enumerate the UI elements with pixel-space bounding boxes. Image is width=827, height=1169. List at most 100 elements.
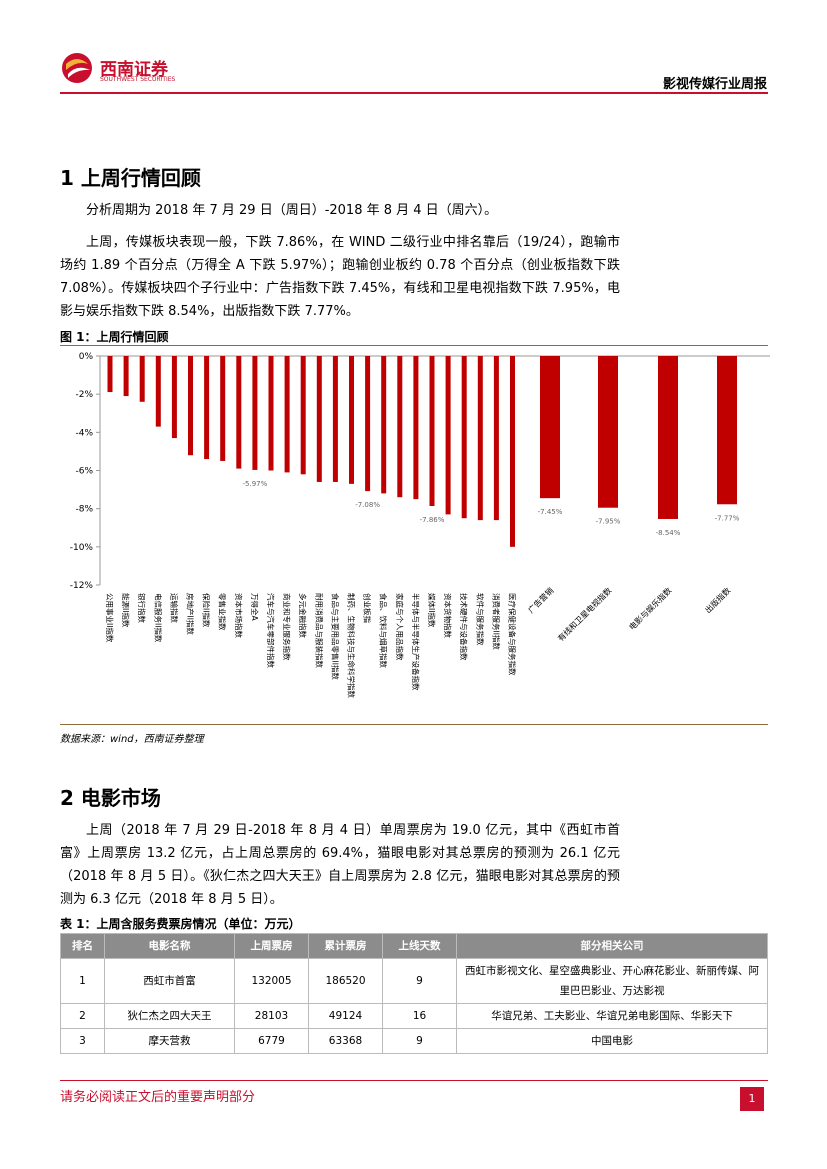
x-tick-label: 电信服务II指数 — [153, 593, 163, 643]
bar — [316, 356, 322, 482]
bar — [413, 356, 419, 500]
table-cell: 49124 — [308, 1003, 383, 1029]
table-cell: 摩天营救 — [104, 1028, 235, 1054]
x-tick-label: 制药、生物科技与生命科学指数 — [347, 593, 357, 698]
bar — [493, 356, 499, 521]
x-tick-label: 耐用消费品与服装指数 — [314, 593, 324, 668]
figure-rule — [60, 724, 768, 725]
x-tick-label: 资本市场指数 — [234, 593, 244, 638]
bar — [332, 356, 338, 482]
data-label: -7.45% — [538, 508, 563, 516]
table-cell: 186520 — [308, 958, 383, 1004]
bar — [445, 356, 451, 515]
bar — [540, 356, 560, 499]
x-tick-label: 资本货物指数 — [443, 593, 453, 638]
bar — [598, 356, 618, 508]
bar — [381, 356, 387, 494]
bar — [123, 356, 129, 397]
section-title: 2 电影市场 — [60, 786, 161, 810]
header-cell: 上周票房 — [234, 933, 309, 959]
bar — [365, 356, 371, 492]
table-cell: 132005 — [234, 958, 309, 1004]
bar — [188, 356, 193, 456]
y-tick-label: -12% — [70, 581, 94, 591]
x-tick-label: 半导体与半导体生产设备指数 — [411, 593, 421, 691]
table-row: 2 狄仁杰之四大天王 28103 49124 16 华谊兄弟、工夫影业、华谊兄弟电影国际、… — [60, 1003, 768, 1029]
bar — [429, 356, 435, 506]
x-tick-label: 软件与服务指数 — [475, 593, 485, 646]
figure-rule — [60, 345, 768, 346]
x-tick-label: 消费者服务II指数 — [491, 593, 501, 650]
paragraph: 上周（2018 年 7 月 29 日-2018 年 8 月 4 日）单周票房为 … — [60, 823, 620, 907]
table-cell: 中国电影 — [456, 1028, 768, 1054]
paragraph: 上周，传媒板块表现一般，下跌 7.86%，在 WIND 二级行业中排名靠后（19… — [60, 235, 620, 319]
data-label: -7.77% — [715, 514, 740, 522]
header-cell: 累计票房 — [308, 933, 383, 959]
y-tick-label: -8% — [75, 505, 93, 515]
y-tick-label: -10% — [70, 543, 94, 553]
x-tick-label: 保险II指数 — [202, 593, 212, 628]
bar — [510, 356, 515, 547]
x-tick-label: 多元金融指数 — [298, 593, 308, 638]
header-rule — [60, 92, 768, 94]
data-label: -5.97% — [243, 480, 268, 488]
table-row: 3 摩天营救 6779 63368 9 中国电影 — [60, 1028, 768, 1054]
header-cell: 电影名称 — [104, 933, 235, 959]
x-tick-label: 银行指数 — [137, 593, 147, 623]
table-cell: 9 — [382, 958, 457, 1004]
table-cell: 狄仁杰之四大天王 — [104, 1003, 235, 1029]
y-tick-label: -6% — [75, 467, 93, 477]
y-tick-label: 0% — [79, 352, 94, 362]
x-tick-label: 汽车与汽车零部件指数 — [266, 593, 276, 668]
figure-title: 图 1：上周行情回顾 — [60, 330, 169, 344]
x-tick-label: 商业和专业服务指数 — [282, 593, 292, 661]
data-label: -7.95% — [596, 518, 621, 526]
table: 排名 电影名称 上周票房 累计票房 上线天数 部分相关公司 1 西虹市首富 132005 1865… — [60, 933, 768, 1054]
x-tick-label: 医疗保健设备与服务指数 — [508, 593, 518, 676]
disclaimer: 请务必阅读正文后的重要声明部分 — [60, 1090, 256, 1105]
bar — [717, 356, 737, 505]
data-label: -7.08% — [355, 501, 380, 509]
x-tick-label: 能源II指数 — [121, 593, 131, 628]
x-tick-label: 家庭与个人用品指数 — [395, 593, 405, 661]
x-tick-label: 房地产II指数 — [186, 593, 196, 635]
bar — [300, 356, 306, 475]
x-tick-label: 零售业指数 — [218, 593, 228, 631]
x-tick-label: 媒体II指数 — [427, 593, 437, 628]
header-cell: 上线天数 — [382, 933, 457, 959]
table-cell: 西虹市首富 — [104, 958, 235, 1004]
bar — [284, 356, 290, 473]
bar — [204, 356, 210, 460]
report-name: 影视传媒行业周报 — [662, 77, 767, 92]
header-cell: 排名 — [60, 933, 105, 959]
x-tick-label: 食品与主要用品零售II指数 — [330, 593, 340, 680]
x-tick-label: 电影与娱乐指数 — [627, 585, 674, 632]
bar — [349, 356, 354, 484]
x-tick-label: 创业板指 — [363, 593, 373, 623]
bar — [477, 356, 483, 521]
logo-mark — [62, 53, 92, 83]
x-tick-label: 技术硬件与设备指数 — [459, 593, 469, 661]
x-tick-label: 运输指数 — [169, 593, 179, 623]
bar — [461, 356, 467, 519]
bar — [658, 356, 678, 519]
table-cell: 2 — [60, 1003, 105, 1029]
data-label: -7.86% — [420, 516, 445, 524]
y-tick-label: -4% — [75, 428, 93, 438]
bar — [220, 356, 226, 461]
x-tick-label: 公用事业II指数 — [105, 593, 115, 643]
table-cell: 3 — [60, 1028, 105, 1054]
x-tick-label: 有线和卫星电视指数 — [555, 585, 613, 643]
bar — [236, 356, 242, 469]
logo-text: 西南证券 — [100, 60, 168, 80]
logo-en: SOUTHWEST SECURITIES — [100, 76, 176, 83]
header-cell: 部分相关公司 — [456, 933, 768, 959]
x-tick-label: 万得全A — [250, 593, 260, 621]
x-tick-label: 出版指数 — [703, 585, 733, 615]
footer-rule — [60, 1080, 768, 1081]
bar — [252, 356, 258, 470]
paragraph: 分析周期为 2018 年 7 月 29 日（周日）-2018 年 8 月 4 日… — [86, 203, 498, 218]
bar — [171, 356, 177, 439]
figure-source: 数据来源：wind，西南证券整理 — [60, 734, 204, 745]
